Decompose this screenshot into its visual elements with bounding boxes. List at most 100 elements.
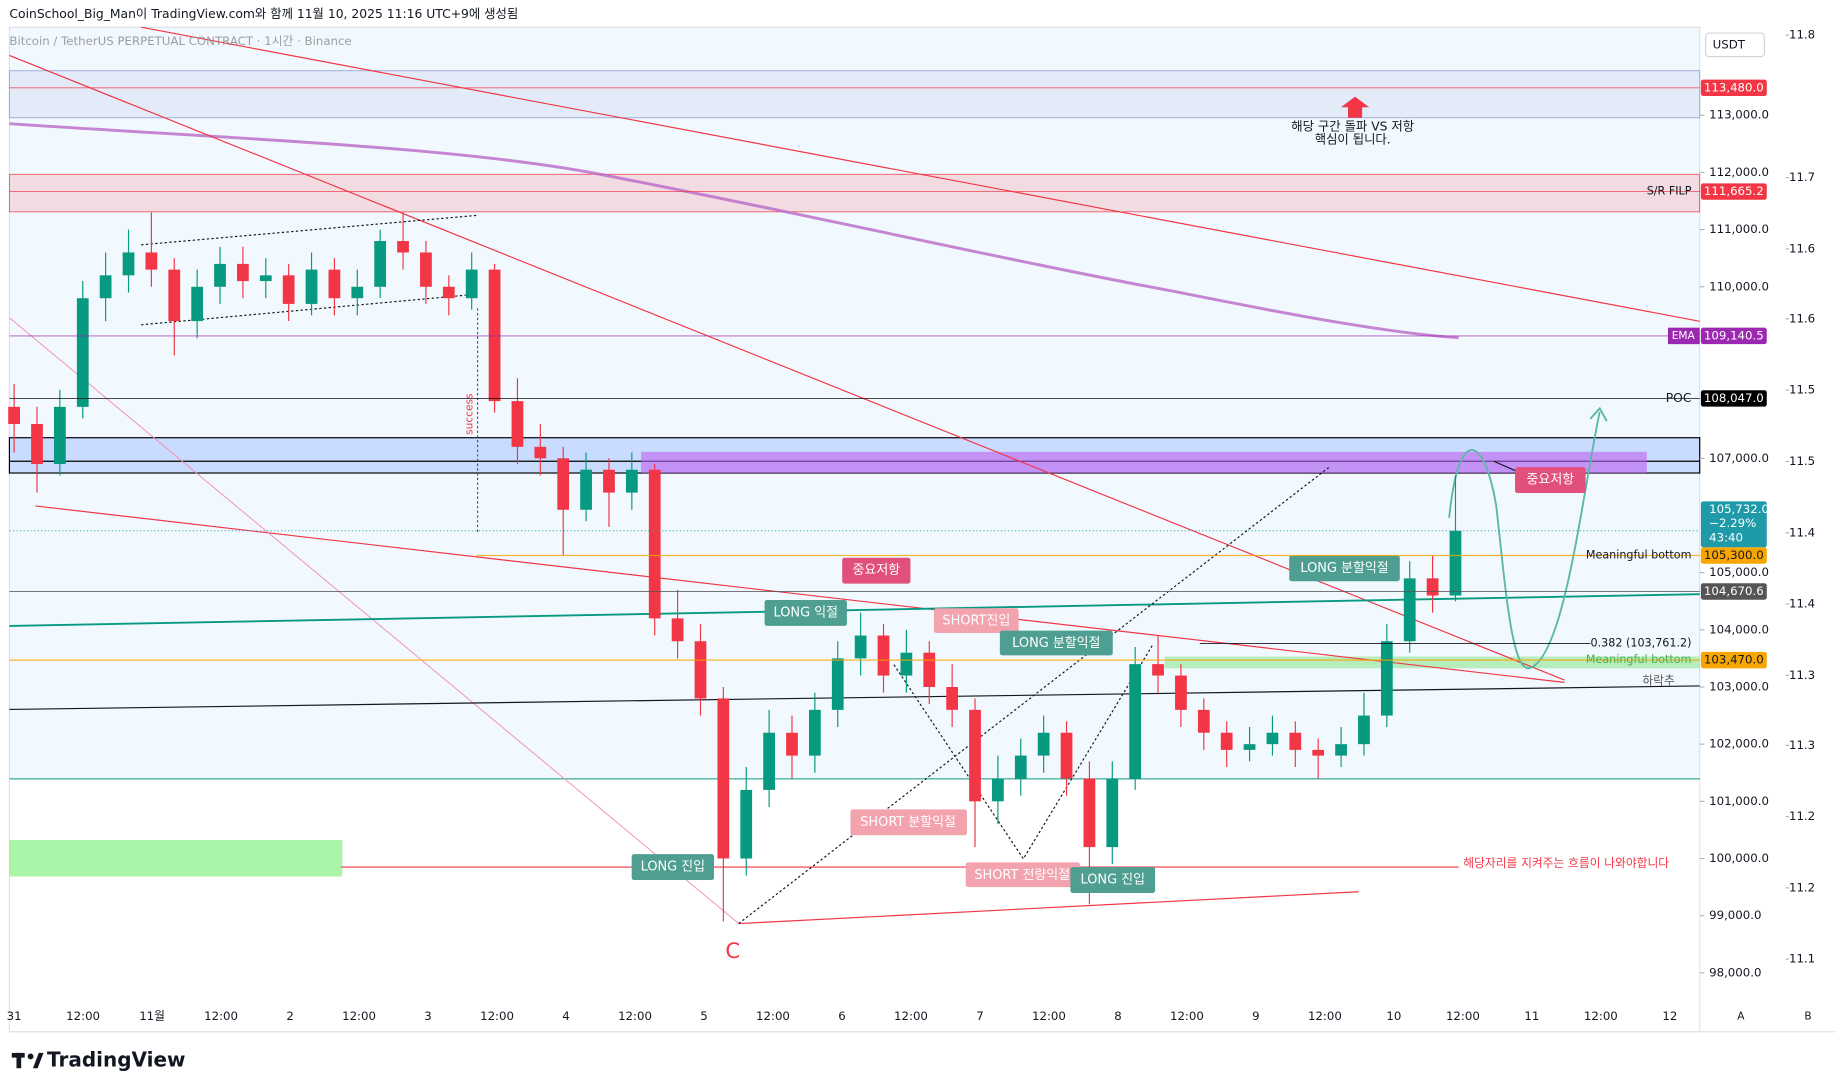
price-tag [1700, 79, 1767, 97]
x-tick-label: 12:00 [1170, 1009, 1204, 1023]
zone [641, 451, 1647, 474]
candle-body [580, 469, 592, 510]
candle-body [1380, 641, 1393, 716]
trend-line [9, 593, 1700, 627]
x-tick-label: 12 [1662, 1009, 1677, 1023]
button[interactable]: A [1737, 1010, 1745, 1022]
candle-body [1403, 578, 1416, 642]
candle-body [900, 652, 913, 676]
y2-tick-label: 11.4 [1789, 525, 1815, 539]
y2-tick-label: 11.1 [1789, 952, 1815, 966]
candle-body [1060, 732, 1073, 779]
projection-line [893, 644, 1154, 860]
candle-body [328, 269, 341, 299]
x-tick-label: 12:00 [1584, 1009, 1618, 1023]
candle-body [442, 286, 455, 299]
y2-tick-label: 11.2 [1789, 880, 1815, 894]
y-tick-label: 110,000.0 [1709, 279, 1769, 293]
y-tick-label: 107,000.0 [1709, 451, 1769, 465]
wave-label: C [725, 938, 740, 963]
label: 중요저항 [1527, 473, 1575, 488]
candle-body [740, 789, 753, 859]
label: LONG 진입 [1081, 873, 1145, 888]
price-tag [1700, 390, 1767, 407]
button[interactable]: B [1804, 1010, 1811, 1022]
current-label: 105,732.0 [1709, 502, 1769, 516]
candle-body [671, 618, 684, 642]
zone [9, 27, 1700, 779]
label: LONG 분할익절 [1012, 636, 1100, 651]
zone [9, 173, 1701, 213]
candle-body [351, 286, 364, 299]
x-tick-label: 12:00 [66, 1009, 100, 1023]
candle-body [31, 423, 43, 465]
price-tag-label: 109,140.5 [1704, 328, 1764, 342]
price-tag-label: 108,047.0 [1704, 391, 1764, 405]
label-box [999, 630, 1113, 656]
candle-body [534, 446, 547, 459]
candle-body [603, 469, 615, 493]
y2-tick-label: 11.6 [1789, 311, 1815, 325]
candle-body [1037, 732, 1050, 756]
trend-line [9, 685, 1700, 711]
candle-body [191, 286, 204, 322]
x-tick-label: 8 [1114, 1009, 1121, 1023]
trend-line [35, 505, 1565, 683]
x-tick-label: 5 [700, 1009, 707, 1023]
logo-icon [11, 1052, 44, 1069]
x-tick-label: 12:00 [1308, 1009, 1342, 1023]
label: LONG 분할익절 [1300, 561, 1388, 576]
label-box [1515, 467, 1586, 494]
x-tick-label: 12:00 [894, 1009, 928, 1023]
candle-body [237, 263, 249, 282]
price-tag [1700, 327, 1767, 345]
trend-label: 하락추 [1642, 674, 1675, 688]
x-tick-label: 9 [1252, 1009, 1259, 1023]
x-tick-label: 7 [976, 1009, 983, 1023]
y2-tick-label: 11.7 [1789, 170, 1815, 184]
x-tick-label: 12:00 [1032, 1009, 1066, 1023]
currency[interactable]: USDT [1713, 37, 1746, 51]
x-tick-label: 2 [286, 1009, 293, 1023]
x-tick-label: 12:00 [1446, 1009, 1480, 1023]
candles [8, 212, 1462, 922]
y-tick-label: 101,000.0 [1709, 794, 1769, 808]
candle-body [763, 732, 775, 790]
candle-body [1106, 778, 1119, 848]
y-tick-label: 100,000.0 [1709, 851, 1769, 865]
candle-body [1243, 744, 1256, 750]
price-tag-label: 104,670.6 [1704, 584, 1764, 598]
y2-tick-label: 11.3 [1789, 738, 1815, 752]
candle-body [694, 641, 707, 699]
candle-body [168, 269, 181, 322]
candle-body [122, 252, 135, 276]
y2-tick-label: 11.6 [1789, 241, 1815, 255]
y-tick-label: 98,000.0 [1709, 965, 1761, 979]
candle-body [214, 263, 226, 287]
y2-tick-label: 11.8 [1789, 28, 1815, 42]
label-box [850, 809, 967, 836]
label: SHORT 전량익절 [974, 868, 1070, 883]
candle-body [992, 778, 1004, 802]
price-tag [1700, 547, 1767, 564]
candle-body [717, 698, 730, 859]
projection-line [738, 466, 1330, 924]
candle-body [305, 269, 318, 304]
x-tick-label: 11 [1524, 1009, 1539, 1023]
note: success [463, 394, 475, 435]
label-box [764, 600, 847, 626]
candle-body [648, 469, 661, 619]
price-tag [1700, 183, 1767, 200]
price-tag [1700, 651, 1767, 669]
candle-body [1358, 715, 1370, 745]
label: LONG 진입 [641, 860, 705, 875]
candle-body [1449, 530, 1462, 596]
candle-body [76, 298, 89, 407]
currency-box[interactable] [1705, 32, 1766, 58]
candle-body [1083, 778, 1096, 848]
candle-body [1152, 664, 1164, 676]
candle-body [1014, 755, 1027, 779]
label-box [965, 862, 1080, 888]
x-tick-label: 6 [838, 1009, 845, 1023]
candle-body [1426, 578, 1439, 596]
